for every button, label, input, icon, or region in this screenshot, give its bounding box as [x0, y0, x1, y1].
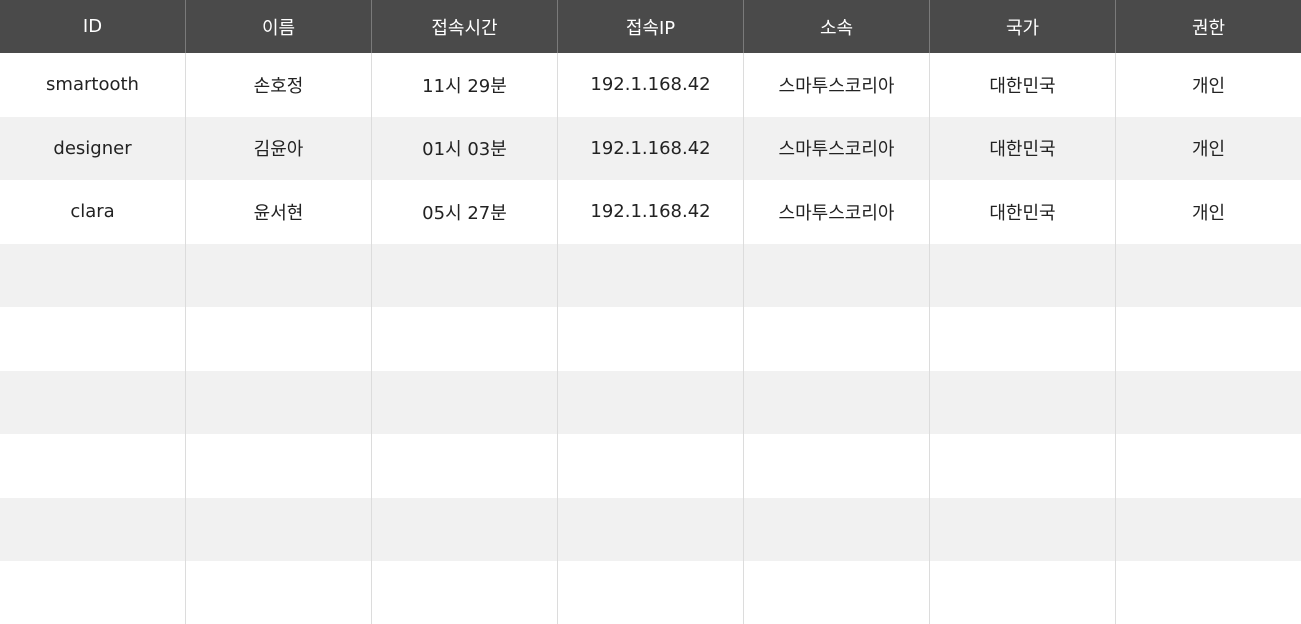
column-header-permission[interactable]: 권한	[1191, 17, 1226, 39]
cell-empty	[1116, 434, 1301, 498]
cell-empty	[930, 434, 1116, 498]
cell-empty	[372, 561, 558, 624]
cell-empty	[1116, 498, 1301, 562]
cell-id: smartooth	[0, 53, 186, 117]
cell-empty	[0, 434, 186, 498]
cell-affiliation: 스마투스코리아	[744, 180, 930, 244]
cell-access-time: 11시 29분	[372, 53, 558, 117]
cell-empty	[930, 307, 1116, 371]
cell-empty	[186, 243, 372, 307]
column-header-access-time[interactable]: 접속시간	[372, 0, 558, 53]
cell-empty	[744, 434, 930, 498]
cell-empty	[744, 243, 930, 307]
column-header-affiliation[interactable]: 소속	[744, 0, 930, 53]
cell-access-ip: 192.1.168.42	[558, 53, 744, 117]
cell-empty	[186, 434, 372, 498]
table-row-empty	[0, 307, 1301, 371]
cell-permission: 개인	[1191, 75, 1226, 97]
cell-empty	[744, 497, 930, 561]
cell-country: 대한민국	[930, 116, 1116, 180]
cell-name: 윤서현	[186, 180, 372, 244]
table-row-empty	[0, 434, 1301, 498]
cell-empty	[930, 243, 1116, 307]
cell-empty	[372, 307, 558, 371]
cell-access-time: 05시 27분	[372, 180, 558, 244]
cell-empty	[186, 307, 372, 371]
cell-empty	[930, 497, 1116, 561]
cell-name: 김윤아	[186, 116, 372, 180]
cell-access-time: 01시 03분	[372, 116, 558, 180]
cell-empty	[744, 370, 930, 434]
cell-empty	[558, 370, 744, 434]
cell-empty	[0, 561, 186, 624]
cell-name: 손호정	[186, 53, 372, 117]
cell-country: 대한민국	[930, 53, 1116, 117]
table-header-row: ID 이름 접속시간 접속IP 소속 국가 권한	[0, 0, 1301, 53]
cell-affiliation: 스마투스코리아	[744, 116, 930, 180]
table-row[interactable]: designer 김윤아 01시 03분 192.1.168.42 스마투스코리…	[0, 116, 1301, 180]
cell-empty	[0, 243, 186, 307]
cell-empty	[1116, 307, 1301, 371]
cell-empty	[1116, 561, 1301, 624]
cell-empty	[558, 434, 744, 498]
column-header-country[interactable]: 국가	[930, 0, 1116, 53]
cell-empty	[558, 307, 744, 371]
table-row-empty	[0, 370, 1301, 435]
cell-id: clara	[0, 180, 186, 244]
table-row[interactable]: clara 윤서현 05시 27분 192.1.168.42 스마투스코리아 대…	[0, 180, 1301, 244]
column-header-access-ip[interactable]: 접속IP	[558, 0, 744, 53]
cell-empty	[186, 561, 372, 624]
cell-empty	[0, 307, 186, 371]
cell-permission: 개인	[1191, 139, 1226, 161]
cell-access-ip: 192.1.168.42	[558, 116, 744, 180]
cell-empty	[1116, 244, 1301, 308]
table-row-empty	[0, 561, 1301, 624]
cell-empty	[186, 497, 372, 561]
cell-empty	[0, 370, 186, 434]
cell-empty	[0, 497, 186, 561]
cell-id: designer	[0, 116, 186, 180]
cell-empty	[372, 434, 558, 498]
column-header-name[interactable]: 이름	[186, 0, 372, 53]
cell-empty	[558, 497, 744, 561]
table-row-empty	[0, 243, 1301, 308]
cell-empty	[372, 370, 558, 434]
cell-empty	[372, 497, 558, 561]
table-row-empty	[0, 497, 1301, 562]
cell-empty	[558, 561, 744, 624]
cell-empty	[930, 370, 1116, 434]
cell-empty	[930, 561, 1116, 624]
cell-empty	[558, 243, 744, 307]
cell-empty	[744, 561, 930, 624]
cell-empty	[372, 243, 558, 307]
column-header-id[interactable]: ID	[0, 0, 186, 53]
cell-empty	[744, 307, 930, 371]
cell-empty	[1116, 371, 1301, 435]
cell-empty	[186, 370, 372, 434]
cell-access-ip: 192.1.168.42	[558, 180, 744, 244]
table-row[interactable]: smartooth 손호정 11시 29분 192.1.168.42 스마투스코…	[0, 53, 1301, 117]
cell-country: 대한민국	[930, 180, 1116, 244]
cell-affiliation: 스마투스코리아	[744, 53, 930, 117]
cell-permission: 개인	[1191, 202, 1226, 224]
